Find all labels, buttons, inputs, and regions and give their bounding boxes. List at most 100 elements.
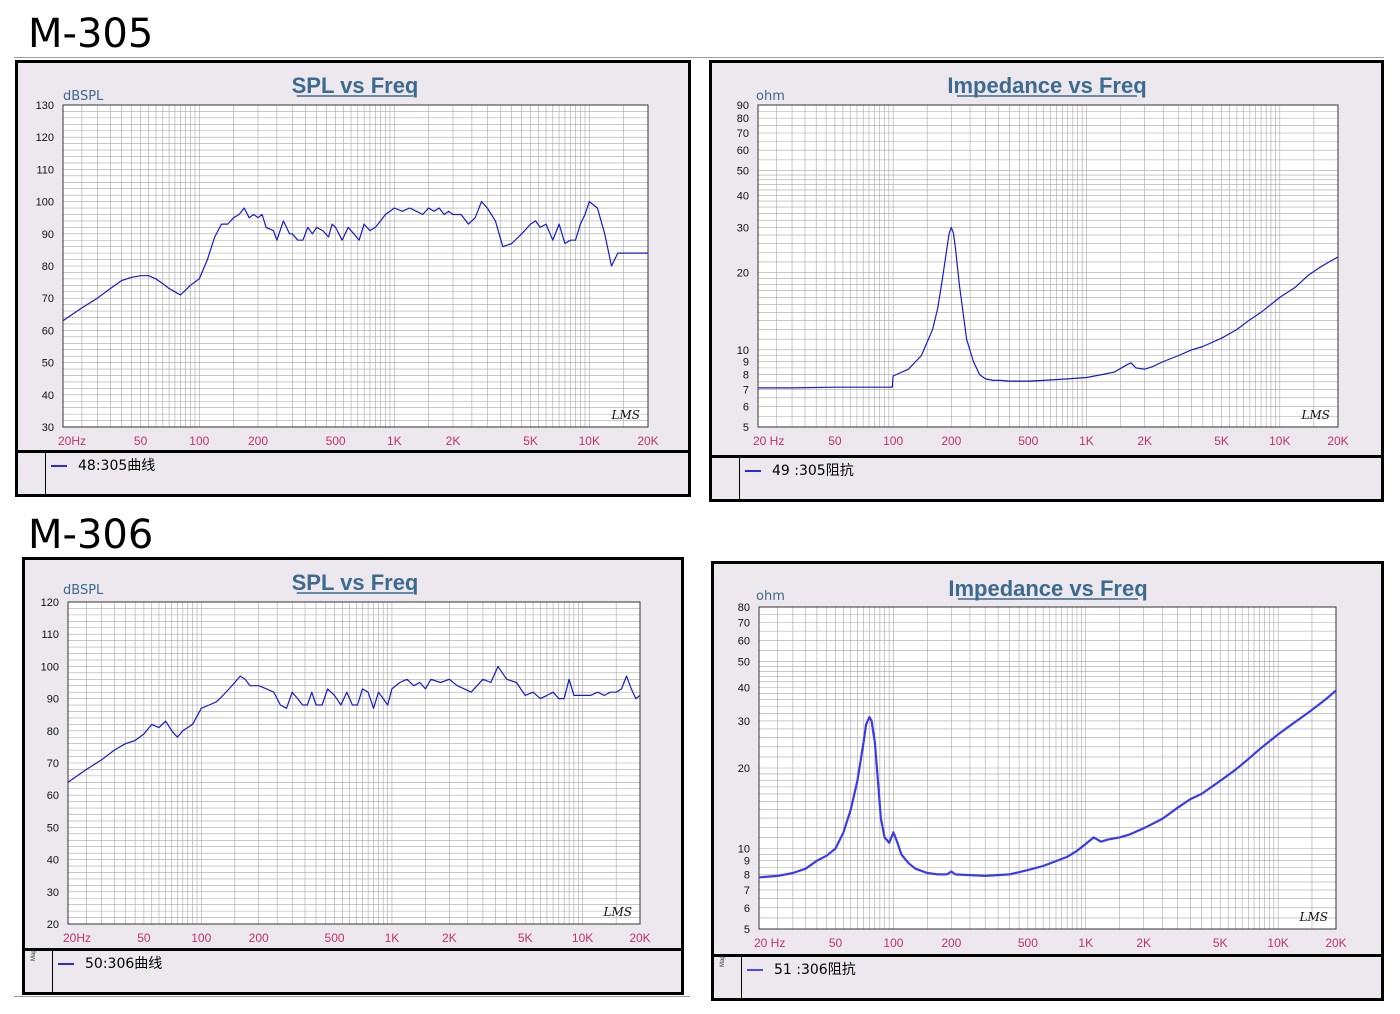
lms-watermark: LMS bbox=[1299, 910, 1328, 924]
x-tick-label: 20K bbox=[1325, 936, 1346, 950]
legend-line bbox=[747, 969, 763, 971]
x-tick-label: 10K bbox=[579, 434, 600, 448]
x-tick-label: 200 bbox=[941, 936, 961, 950]
x-tick-label: 50 bbox=[137, 931, 151, 945]
y-tick-label: 70 bbox=[47, 758, 59, 770]
y-tick-label: 100 bbox=[36, 197, 54, 209]
x-tick-label: 2K bbox=[1137, 434, 1152, 448]
y-axis-label: dBSPL bbox=[63, 89, 104, 104]
y-tick-label: 9 bbox=[743, 357, 749, 369]
y-tick-label: 20 bbox=[737, 268, 749, 280]
x-tick-label: 100 bbox=[883, 936, 903, 950]
x-tick-label: 500 bbox=[325, 931, 345, 945]
m305-impedance-panel: Impedance vs Freq ohm 5 6 7 8 9 10 20 30 40 50 60 70 8… bbox=[709, 60, 1384, 502]
x-tick-label: 1K bbox=[1079, 434, 1094, 448]
legend-label: 50:306曲线 bbox=[85, 956, 163, 972]
lms-watermark: LMS bbox=[611, 408, 640, 422]
plot-frame bbox=[67, 601, 641, 925]
y-tick-label: 8 bbox=[743, 370, 749, 382]
y-axis-label: ohm bbox=[756, 89, 785, 104]
y-tick-label: 10 bbox=[738, 844, 750, 856]
y-tick-label: 6 bbox=[743, 402, 749, 414]
y-tick-label: 110 bbox=[41, 629, 59, 641]
legend-stub bbox=[18, 453, 46, 494]
y-tick-label: 100 bbox=[41, 661, 59, 673]
y-tick-label: 80 bbox=[42, 261, 54, 273]
x-tick-label: 5K bbox=[523, 434, 538, 448]
y-tick-label: 120 bbox=[36, 132, 54, 144]
lms-watermark: LMS bbox=[1301, 408, 1330, 422]
legend: 48:305曲线 bbox=[18, 450, 688, 494]
y-tick-label: 70 bbox=[42, 293, 54, 305]
chart-title: SPL vs Freq bbox=[292, 570, 419, 595]
y-tick-label: 30 bbox=[42, 422, 54, 434]
x-tick-label: 2K bbox=[442, 931, 457, 945]
x-tick-label: 50 bbox=[134, 434, 148, 448]
x-tick-label: 200 bbox=[249, 931, 269, 945]
y-tick-label: 120 bbox=[41, 597, 59, 609]
y-tick-label: 50 bbox=[738, 657, 750, 669]
m305-spl-chart: SPL vs Freq dBSPL 30 40 50 60 70 80 90 100 110 120 1… bbox=[36, 73, 659, 448]
legend-stub: Map bbox=[714, 955, 742, 998]
x-tick-label: 5K bbox=[1214, 434, 1229, 448]
y-tick-label: 20 bbox=[738, 763, 750, 775]
y-tick-label: 60 bbox=[42, 325, 54, 337]
legend-stub bbox=[712, 458, 740, 499]
x-tick-label: 20 Hz bbox=[754, 936, 785, 950]
grid-horizontal bbox=[63, 104, 648, 428]
m306-spl-chart: SPL vs Freq dBSPL 20 30 40 50 60 70 80 90 100 110 12… bbox=[41, 570, 651, 945]
y-tick-label: 40 bbox=[42, 390, 54, 402]
x-tick-label: 100 bbox=[189, 434, 209, 448]
x-tick-label: 20K bbox=[637, 434, 658, 448]
y-tick-label: 30 bbox=[737, 222, 749, 234]
chart-title: Impedance vs Freq bbox=[947, 73, 1146, 98]
y-tick-label: 10 bbox=[737, 345, 749, 357]
heading-m306: M-306 bbox=[28, 512, 154, 558]
grid-horizontal bbox=[759, 606, 1336, 930]
x-tick-label: 2K bbox=[1136, 936, 1151, 950]
y-tick-label: 20 bbox=[47, 919, 59, 931]
legend-label: 48:305曲线 bbox=[78, 458, 156, 474]
m306-impedance-panel: Impedance vs Freq ohm 5 6 7 8 9 10 20 30 40 50 60 70 8… bbox=[711, 561, 1384, 1001]
y-tick-label: 80 bbox=[738, 602, 750, 614]
series-line bbox=[758, 689, 1337, 879]
y-tick-label: 30 bbox=[738, 716, 750, 728]
plot-frame bbox=[757, 104, 1339, 428]
x-tick-label: 1K bbox=[1078, 936, 1093, 950]
y-tick-label: 7 bbox=[743, 385, 749, 397]
rule-top bbox=[14, 57, 1384, 58]
legend-stub: Map bbox=[25, 949, 53, 992]
m306-spl-panel: SPL vs Freq dBSPL 20 30 40 50 60 70 80 90 100 110 12… bbox=[22, 557, 684, 995]
chart-title: Impedance vs Freq bbox=[948, 576, 1147, 601]
y-tick-label: 110 bbox=[36, 164, 54, 176]
legend-line bbox=[51, 465, 67, 467]
y-tick-label: 5 bbox=[743, 422, 749, 434]
series-line bbox=[62, 201, 648, 322]
plot-area bbox=[758, 105, 1338, 427]
x-tick-label: 10K bbox=[1269, 434, 1290, 448]
x-tick-label: 20Hz bbox=[63, 931, 91, 945]
m305-spl-panel: SPL vs Freq dBSPL 30 40 50 60 70 80 90 100 110 120 1… bbox=[15, 60, 691, 497]
x-tick-label: 1K bbox=[387, 434, 402, 448]
x-tick-label: 50 bbox=[829, 936, 843, 950]
series-line bbox=[758, 226, 1339, 389]
y-tick-label: 70 bbox=[737, 128, 749, 140]
y-tick-label: 90 bbox=[737, 100, 749, 112]
y-tick-label: 40 bbox=[47, 855, 59, 867]
x-tick-label: 500 bbox=[1018, 936, 1038, 950]
y-tick-label: 60 bbox=[47, 790, 59, 802]
grid-horizontal bbox=[758, 104, 1338, 428]
y-tick-label: 5 bbox=[744, 924, 750, 936]
x-tick-label: 200 bbox=[941, 434, 961, 448]
grid-vertical bbox=[776, 105, 1315, 427]
plot-frame bbox=[62, 104, 649, 428]
y-tick-label: 60 bbox=[737, 145, 749, 157]
x-tick-label: 20K bbox=[1327, 434, 1348, 448]
y-tick-label: 80 bbox=[737, 113, 749, 125]
legend: 49 :305阻抗 bbox=[712, 455, 1381, 499]
y-axis-label: ohm bbox=[756, 589, 785, 604]
y-axis-label: dBSPL bbox=[63, 583, 104, 598]
y-tick-label: 60 bbox=[738, 635, 750, 647]
y-tick-label: 80 bbox=[47, 726, 59, 738]
